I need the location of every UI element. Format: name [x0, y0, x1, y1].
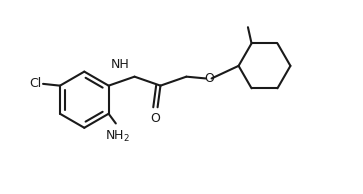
- Text: O: O: [204, 72, 214, 85]
- Text: NH$_2$: NH$_2$: [105, 129, 130, 144]
- Text: O: O: [151, 112, 160, 125]
- Text: NH: NH: [111, 58, 130, 71]
- Text: Cl: Cl: [29, 77, 41, 90]
